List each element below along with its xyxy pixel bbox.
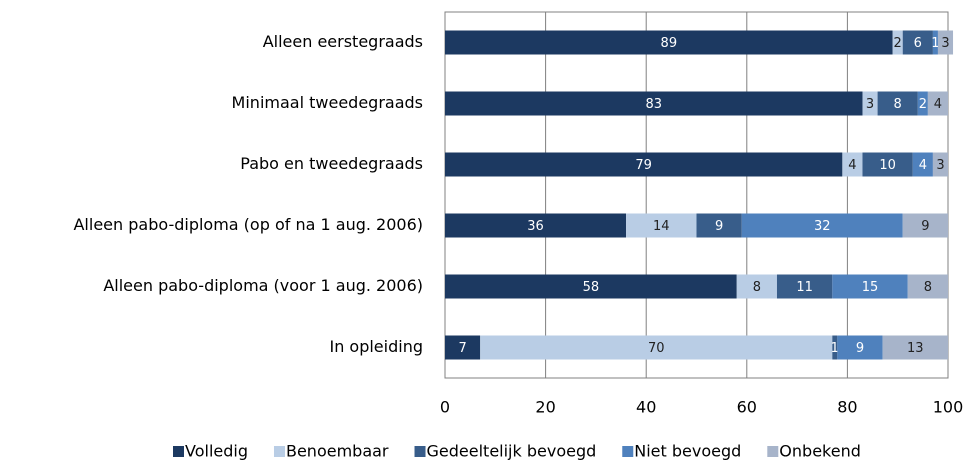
- data-label: 11: [796, 280, 813, 295]
- bar-segment: [862, 91, 878, 116]
- x-tick-label: 60: [737, 398, 757, 417]
- legend-marker: [767, 446, 779, 457]
- bar-segment: [877, 91, 918, 116]
- bar-segment: [832, 274, 908, 299]
- bar-segment: [902, 30, 933, 55]
- data-label: 8: [924, 280, 932, 295]
- bar-segment: [882, 335, 948, 360]
- bar-segment: [932, 152, 948, 177]
- data-label: 83: [645, 97, 662, 112]
- bar-segment: [912, 152, 933, 177]
- data-label: 9: [856, 341, 864, 356]
- bar-segment: [837, 335, 883, 360]
- legend-label: Onbekend: [779, 442, 861, 461]
- bar-segment: [736, 274, 777, 299]
- data-label: 36: [527, 219, 544, 234]
- bar-segment: [917, 91, 928, 116]
- bar-segment: [892, 30, 903, 55]
- data-label: 9: [715, 219, 723, 234]
- data-label: 8: [894, 97, 902, 112]
- y-tick-label: Pabo en tweedegraads: [240, 154, 423, 173]
- plot-border: [444, 11, 949, 379]
- legend-label: Benoembaar: [286, 442, 389, 461]
- y-tick-label: Alleen eerstegraads: [263, 32, 423, 51]
- y-tick-label: Minimaal tweedegraads: [232, 93, 423, 112]
- legend-label: Gedeeltelijk bevoegd: [427, 442, 597, 461]
- y-tick-label: In opleiding: [329, 337, 423, 356]
- x-tick-label: 0: [440, 398, 450, 417]
- legend-marker: [414, 446, 426, 457]
- bar-segment: [696, 213, 742, 238]
- bar-segment: [445, 152, 843, 177]
- bar-segment: [445, 213, 627, 238]
- data-label: 2: [919, 97, 927, 112]
- data-label: 14: [653, 219, 670, 234]
- data-label: 1: [831, 341, 839, 356]
- data-label: 3: [866, 97, 874, 112]
- data-label: 1: [931, 36, 939, 51]
- data-label: 70: [648, 341, 665, 356]
- legend-marker: [622, 446, 634, 457]
- data-label: 10: [879, 158, 896, 173]
- bar-segment: [937, 30, 954, 55]
- legend-marker: [273, 446, 285, 457]
- legend-label: Niet bevoegd: [634, 442, 741, 461]
- y-tick-label: Alleen pabo-diploma (op of na 1 aug. 200…: [73, 215, 423, 234]
- x-tick-label: 80: [837, 398, 857, 417]
- bar-segment: [902, 213, 948, 238]
- data-label: 79: [635, 158, 652, 173]
- data-label: 4: [934, 97, 942, 112]
- legend-marker: [173, 446, 184, 457]
- data-label: 32: [814, 219, 831, 234]
- y-tick-label: Alleen pabo-diploma (voor 1 aug. 2006): [103, 276, 423, 295]
- bar-segment: [932, 30, 938, 55]
- data-label: 2: [894, 36, 902, 51]
- bar-segment: [832, 335, 838, 360]
- data-label: 3: [936, 158, 944, 173]
- data-label: 13: [907, 341, 924, 356]
- x-tick-label: 20: [535, 398, 555, 417]
- bar-segment: [445, 30, 893, 55]
- legend-label: Volledig: [185, 442, 248, 461]
- bar-segment: [741, 213, 903, 238]
- bar-segment: [480, 335, 833, 360]
- data-label: 7: [458, 341, 466, 356]
- data-label: 58: [583, 280, 600, 295]
- data-label: 89: [661, 36, 678, 51]
- bar-segment: [776, 274, 833, 299]
- data-label: 4: [848, 158, 856, 173]
- bar-segment: [842, 152, 863, 177]
- data-label: 4: [919, 158, 927, 173]
- bar-segment: [626, 213, 697, 238]
- data-label: 15: [862, 280, 879, 295]
- data-label: 3: [941, 36, 949, 51]
- bar-segment: [907, 274, 948, 299]
- data-label: 9: [921, 219, 929, 234]
- data-label: 6: [914, 36, 922, 51]
- bar-segment: [927, 91, 948, 116]
- x-tick-label: 40: [636, 398, 656, 417]
- bar-segment: [445, 274, 737, 299]
- bar-segment: [862, 152, 913, 177]
- data-label: 8: [753, 280, 761, 295]
- x-tick-label: 100: [933, 398, 964, 417]
- bar-segment: [445, 335, 481, 360]
- bar-segment: [445, 91, 863, 116]
